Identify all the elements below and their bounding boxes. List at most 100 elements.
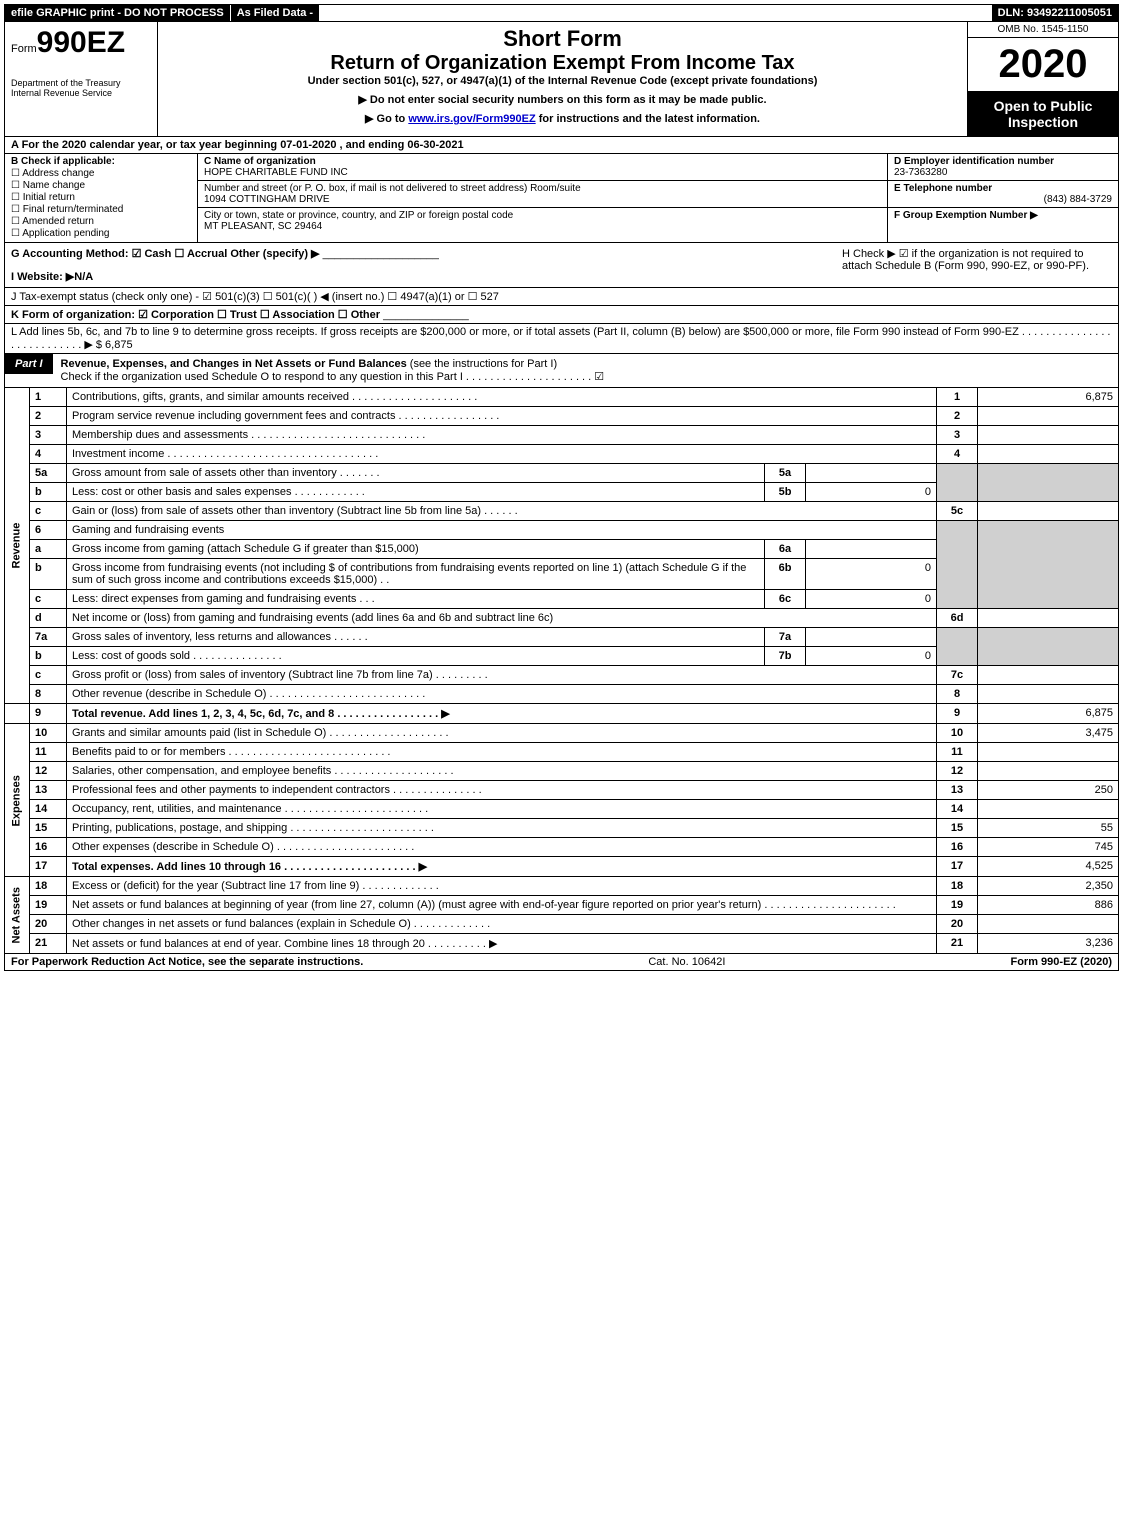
row-gh: G Accounting Method: ☑ Cash ☐ Accrual Ot…	[4, 243, 1119, 288]
chk-amended[interactable]: ☐ Amended return	[11, 216, 191, 227]
chk-name[interactable]: ☐ Name change	[11, 180, 191, 191]
l6a-d: Gross income from gaming (attach Schedul…	[67, 540, 765, 559]
l6a-mn: 6a	[765, 540, 806, 559]
tel-label: E Telephone number	[894, 183, 992, 194]
chk-address[interactable]: ☐ Address change	[11, 168, 191, 179]
l18-d: Excess or (deficit) for the year (Subtra…	[67, 877, 937, 896]
table-row: 13 Professional fees and other payments …	[5, 781, 1119, 800]
l4-amt	[978, 445, 1119, 464]
table-row: 11 Benefits paid to or for members . . .…	[5, 743, 1119, 762]
ssn-warning: ▶ Do not enter social security numbers o…	[164, 93, 961, 106]
l7c-n: c	[30, 666, 67, 685]
l21-n: 21	[30, 934, 67, 954]
grey-6-amt	[978, 521, 1119, 609]
l18-n: 18	[30, 877, 67, 896]
row-k-text: K Form of organization: ☑ Corporation ☐ …	[11, 309, 380, 321]
city-row: City or town, state or province, country…	[198, 208, 887, 234]
l12-d: Salaries, other compensation, and employ…	[67, 762, 937, 781]
l4-n: 4	[30, 445, 67, 464]
table-row: 6 Gaming and fundraising events	[5, 521, 1119, 540]
l7b-n: b	[30, 647, 67, 666]
l13-n: 13	[30, 781, 67, 800]
part-1-tag: Part I	[5, 354, 53, 374]
table-row: Expenses 10 Grants and similar amounts p…	[5, 724, 1119, 743]
l5b-mn: 5b	[765, 483, 806, 502]
table-row: 16 Other expenses (describe in Schedule …	[5, 838, 1119, 857]
l2-d: Program service revenue including govern…	[67, 407, 937, 426]
l7c-d: Gross profit or (loss) from sales of inv…	[67, 666, 937, 685]
l4-ln: 4	[937, 445, 978, 464]
l10-amt: 3,475	[978, 724, 1119, 743]
l6b-mv: 0	[806, 559, 937, 590]
l2-ln: 2	[937, 407, 978, 426]
l20-amt	[978, 915, 1119, 934]
org-name-value: HOPE CHARITABLE FUND INC	[204, 167, 348, 178]
table-row: d Net income or (loss) from gaming and f…	[5, 609, 1119, 628]
l6c-d: Less: direct expenses from gaming and fu…	[67, 590, 765, 609]
footer-mid: Cat. No. 10642I	[648, 956, 725, 968]
l5c-ln: 5c	[937, 502, 978, 521]
goto-instructions: ▶ Go to www.irs.gov/Form990EZ for instru…	[164, 112, 961, 125]
col-c: C Name of organization HOPE CHARITABLE F…	[198, 154, 887, 242]
l5b-mv: 0	[806, 483, 937, 502]
l21-ln: 21	[937, 934, 978, 954]
l12-amt	[978, 762, 1119, 781]
chk-initial[interactable]: ☐ Initial return	[11, 192, 191, 203]
l15-amt: 55	[978, 819, 1119, 838]
entity-block: B Check if applicable: ☐ Address change …	[4, 154, 1119, 243]
form-number-big: 990EZ	[37, 26, 125, 59]
l5a-n: 5a	[30, 464, 67, 483]
city-value: MT PLEASANT, SC 29464	[204, 221, 322, 232]
l8-amt	[978, 685, 1119, 704]
l2-amt	[978, 407, 1119, 426]
chk-pending[interactable]: ☐ Application pending	[11, 228, 191, 239]
l5a-mv	[806, 464, 937, 483]
side-expenses: Expenses	[5, 724, 30, 877]
l13-d: Professional fees and other payments to …	[67, 781, 937, 800]
l5c-d: Gain or (loss) from sale of assets other…	[67, 502, 937, 521]
l6b-n: b	[30, 559, 67, 590]
table-row: 21 Net assets or fund balances at end of…	[5, 934, 1119, 954]
l14-n: 14	[30, 800, 67, 819]
i-website: I Website: ▶N/A	[11, 271, 93, 283]
footer-right: Form 990-EZ (2020)	[1010, 956, 1112, 968]
table-row: Revenue 1 Contributions, gifts, grants, …	[5, 388, 1119, 407]
grey-7	[937, 628, 978, 666]
ein-label: D Employer identification number	[894, 156, 1054, 167]
table-row: 4 Investment income . . . . . . . . . . …	[5, 445, 1119, 464]
l9-amt: 6,875	[978, 704, 1119, 724]
row-k: K Form of organization: ☑ Corporation ☐ …	[4, 306, 1119, 324]
l17-d: Total expenses. Add lines 10 through 16 …	[67, 857, 937, 877]
l6a-n: a	[30, 540, 67, 559]
l1-d: Contributions, gifts, grants, and simila…	[67, 388, 937, 407]
grey-6	[937, 521, 978, 609]
l5a-d: Gross amount from sale of assets other t…	[67, 464, 765, 483]
table-row: 5a Gross amount from sale of assets othe…	[5, 464, 1119, 483]
col-def: D Employer identification number 23-7363…	[887, 154, 1118, 242]
group-label: F Group Exemption Number ▶	[894, 210, 1038, 221]
header-right: OMB No. 1545-1150 2020 Open to Public In…	[967, 22, 1118, 136]
form-number: Form990EZ	[11, 26, 151, 60]
irs-link[interactable]: www.irs.gov/Form990EZ	[408, 113, 535, 125]
org-name-row: C Name of organization HOPE CHARITABLE F…	[198, 154, 887, 181]
table-row: 8 Other revenue (describe in Schedule O)…	[5, 685, 1119, 704]
l19-d: Net assets or fund balances at beginning…	[67, 896, 937, 915]
l7c-ln: 7c	[937, 666, 978, 685]
l7b-mv: 0	[806, 647, 937, 666]
l17-d-b: Total expenses. Add lines 10 through 16 …	[72, 861, 427, 873]
l16-ln: 16	[937, 838, 978, 857]
revenue-table: Revenue 1 Contributions, gifts, grants, …	[4, 388, 1119, 724]
table-row: 12 Salaries, other compensation, and emp…	[5, 762, 1119, 781]
l9-d-b: Total revenue. Add lines 1, 2, 3, 4, 5c,…	[72, 708, 450, 720]
accounting-method: G Accounting Method: ☑ Cash ☐ Accrual Ot…	[5, 243, 836, 287]
goto-suffix: for instructions and the latest informat…	[536, 113, 760, 125]
chk-final[interactable]: ☐ Final return/terminated	[11, 204, 191, 215]
l6a-mv	[806, 540, 937, 559]
expenses-table: Expenses 10 Grants and similar amounts p…	[4, 724, 1119, 877]
table-row: 9 Total revenue. Add lines 1, 2, 3, 4, 5…	[5, 704, 1119, 724]
l11-amt	[978, 743, 1119, 762]
ein-value: 23-7363280	[894, 167, 947, 178]
table-row: 19 Net assets or fund balances at beginn…	[5, 896, 1119, 915]
l6b-d: Gross income from fundraising events (no…	[67, 559, 765, 590]
l5b-d: Less: cost or other basis and sales expe…	[67, 483, 765, 502]
